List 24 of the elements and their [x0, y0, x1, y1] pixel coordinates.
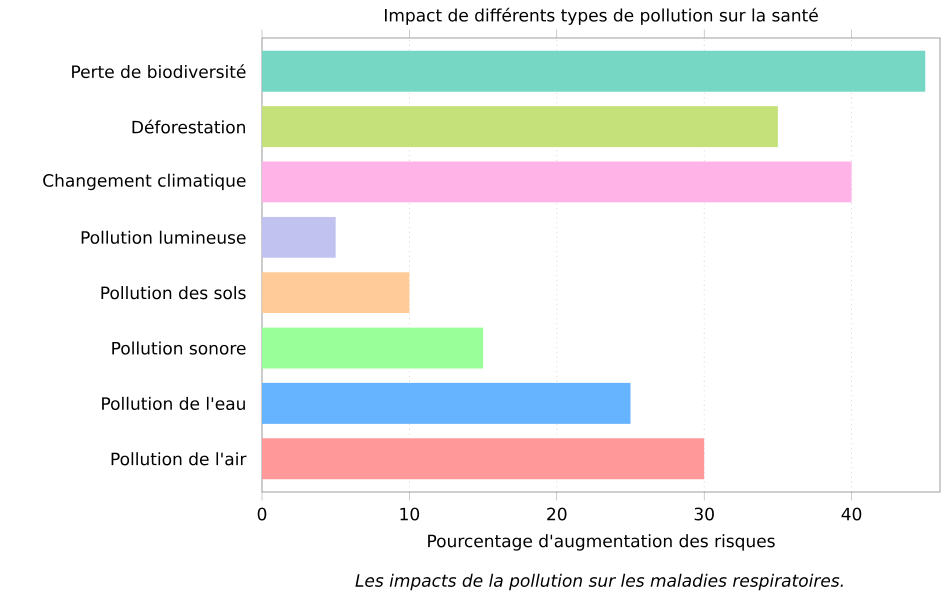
bar: [262, 106, 778, 148]
y-tick-label: Pollution de l'eau: [102, 396, 245, 410]
bar: [262, 216, 336, 258]
y-tick-label: Pollution de l'air: [112, 452, 246, 466]
y-tick-label: Pollution lumineuse: [82, 230, 246, 244]
bar: [262, 50, 926, 92]
bar: [262, 438, 704, 480]
x-tick-label: 20: [547, 508, 566, 520]
text: Les impacts de la pollution sur les maladies respiratoires.: [355, 574, 843, 590]
y-tick-label: Changement climatique: [43, 174, 246, 190]
x-tick-label: 30: [694, 508, 714, 520]
x-axis-title: Pourcentage d'augmentation des risques: [428, 534, 775, 551]
y-tick-label: Pollution des sols: [101, 286, 246, 300]
y-tick-label: Pollution sonore: [112, 341, 246, 355]
y-tick-label: Perte de biodiversité: [72, 64, 246, 78]
x-tick-label: 0: [258, 508, 266, 520]
x-tick-label: 40: [842, 508, 862, 520]
chart-title: Impact de différents types de pollution sur la santé: [385, 8, 818, 25]
bar: [262, 328, 484, 369]
bar: [262, 161, 852, 202]
bar: [262, 382, 630, 424]
y-tick-label: Déforestation: [132, 120, 245, 134]
bar: [262, 272, 410, 314]
x-tick-label: 10: [400, 508, 420, 520]
